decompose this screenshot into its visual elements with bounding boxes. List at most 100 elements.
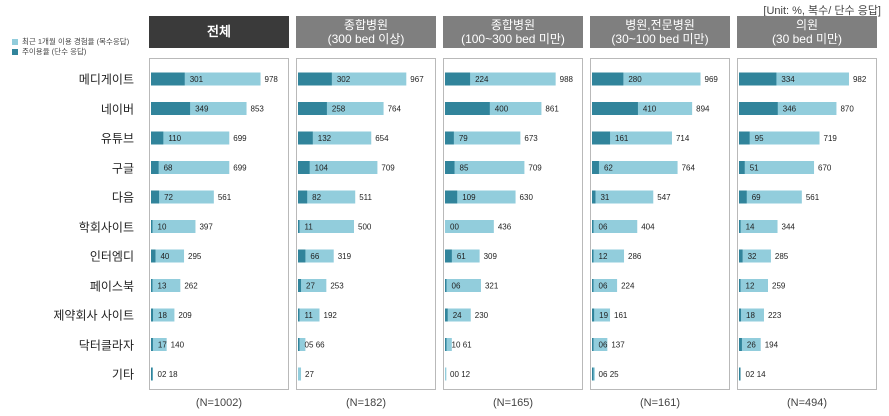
legend-swatch-main-use <box>12 49 18 55</box>
bar-usage <box>592 308 611 322</box>
value-label-main-use: 11 <box>305 223 314 232</box>
bar-usage <box>445 220 494 233</box>
value-label-main-use: 40 <box>160 252 169 261</box>
bar-main-use <box>151 279 153 292</box>
panel-title: 의원 (30 bed 미만) <box>737 16 877 48</box>
value-label-usage: 500 <box>358 223 372 232</box>
bar-usage <box>298 279 327 292</box>
value-label-main-use: 00 <box>450 223 459 232</box>
bar-usage <box>739 279 769 292</box>
value-label-usage: 140 <box>171 341 185 350</box>
value-label-main-use: 06 <box>599 370 608 379</box>
value-label-main-use: 18 <box>746 311 755 320</box>
value-label-usage: 547 <box>657 193 671 202</box>
value-label-main-use: 224 <box>475 75 489 84</box>
value-label-main-use: 410 <box>643 105 657 114</box>
value-label-usage: 223 <box>768 311 782 320</box>
bar-main-use <box>151 249 156 263</box>
bar-main-use <box>151 131 164 145</box>
value-label-usage: 137 <box>611 341 625 350</box>
value-label-main-use: 10 <box>158 223 167 232</box>
bar-main-use <box>151 190 160 204</box>
bar-main-use <box>445 161 455 174</box>
bar-main-use <box>592 367 594 381</box>
bar-main-use <box>592 72 624 86</box>
bar-main-use <box>445 308 448 322</box>
bar-main-use <box>151 367 153 381</box>
value-label-main-use: 161 <box>615 134 629 143</box>
value-label-main-use: 82 <box>312 193 321 202</box>
category-label: 유튜브 <box>100 131 134 146</box>
sample-size-label: (N=494) <box>786 397 828 409</box>
value-label-usage: 27 <box>305 370 314 379</box>
bar-main-use <box>739 161 745 174</box>
bar-usage <box>592 279 618 292</box>
legend-label-usage: 최근 1개월 이용 경험율 (복수응답) <box>22 37 130 46</box>
bar-usage <box>592 131 672 145</box>
panel-title: 전체 <box>149 16 289 48</box>
value-label-usage: 285 <box>775 252 789 261</box>
value-label-main-use: 12 <box>599 252 608 261</box>
value-label-usage: 309 <box>484 252 498 261</box>
category-labels: 메디게이트 네이버 유튜브 구글 다음 학회사이트 인터엠디 페이스북 제약회사 사이트 닥터클라… <box>0 0 142 416</box>
value-label-usage: 853 <box>251 105 265 114</box>
value-label-usage: 66 <box>316 341 325 350</box>
value-label-usage: 719 <box>824 134 838 143</box>
value-label-usage: 967 <box>410 75 424 84</box>
value-label-usage: 262 <box>184 282 198 291</box>
bar-usage <box>298 220 354 233</box>
panel-frame <box>296 58 436 390</box>
bar-usage <box>739 131 820 145</box>
value-label-usage: 699 <box>233 164 247 173</box>
value-label-main-use: 95 <box>755 134 764 143</box>
bar-main-use <box>298 161 310 174</box>
bar-main-use <box>298 338 300 351</box>
bar-main-use <box>298 308 300 322</box>
value-label-main-use: 13 <box>158 282 167 291</box>
bar-usage <box>592 249 625 263</box>
value-label-main-use: 346 <box>783 105 797 114</box>
value-label-usage: 18 <box>169 370 178 379</box>
value-label-main-use: 302 <box>337 75 351 84</box>
value-label-usage: 192 <box>324 311 338 320</box>
value-label-usage: 699 <box>233 134 247 143</box>
bar-main-use <box>592 161 599 174</box>
sample-size-label: (N=161) <box>639 397 681 409</box>
value-label-usage: 161 <box>614 311 628 320</box>
value-label-main-use: 400 <box>495 105 509 114</box>
bar-main-use <box>298 279 302 292</box>
value-label-usage: 673 <box>524 134 538 143</box>
value-label-usage: 861 <box>545 105 559 114</box>
value-label-main-use: 68 <box>164 164 173 173</box>
value-label-main-use: 18 <box>158 311 167 320</box>
panel-title-line: (30~100 bed 미만) <box>611 32 709 46</box>
value-label-usage: 978 <box>265 75 279 84</box>
bar-usage <box>592 161 678 174</box>
bar-usage <box>739 161 815 174</box>
value-label-usage: 14 <box>757 370 766 379</box>
value-label-main-use: 51 <box>750 164 759 173</box>
value-label-usage: 764 <box>388 105 402 114</box>
bar-usage <box>151 338 167 351</box>
value-label-usage: 988 <box>560 75 574 84</box>
bar-main-use <box>445 249 452 263</box>
value-label-main-use: 258 <box>332 105 346 114</box>
value-label-main-use: 02 <box>746 370 755 379</box>
panel-title-line: 종합병원 <box>490 18 536 32</box>
bar-usage <box>298 338 306 351</box>
legend-item-usage: 최근 1개월 이용 경험율 (복수응답) <box>12 37 129 47</box>
bar-usage <box>445 279 481 292</box>
bar-usage <box>298 367 302 381</box>
panel-title-line: 종합병원 <box>343 18 389 32</box>
bar-usage <box>298 308 320 322</box>
value-label-usage: 982 <box>853 75 867 84</box>
value-label-main-use: 62 <box>604 164 613 173</box>
bar-main-use <box>739 338 742 351</box>
value-label-main-use: 280 <box>628 75 642 84</box>
value-label-main-use: 00 <box>450 370 459 379</box>
value-label-main-use: 19 <box>599 311 608 320</box>
value-label-usage: 286 <box>628 252 642 261</box>
panel-frame <box>149 58 289 390</box>
value-label-usage: 630 <box>520 193 534 202</box>
